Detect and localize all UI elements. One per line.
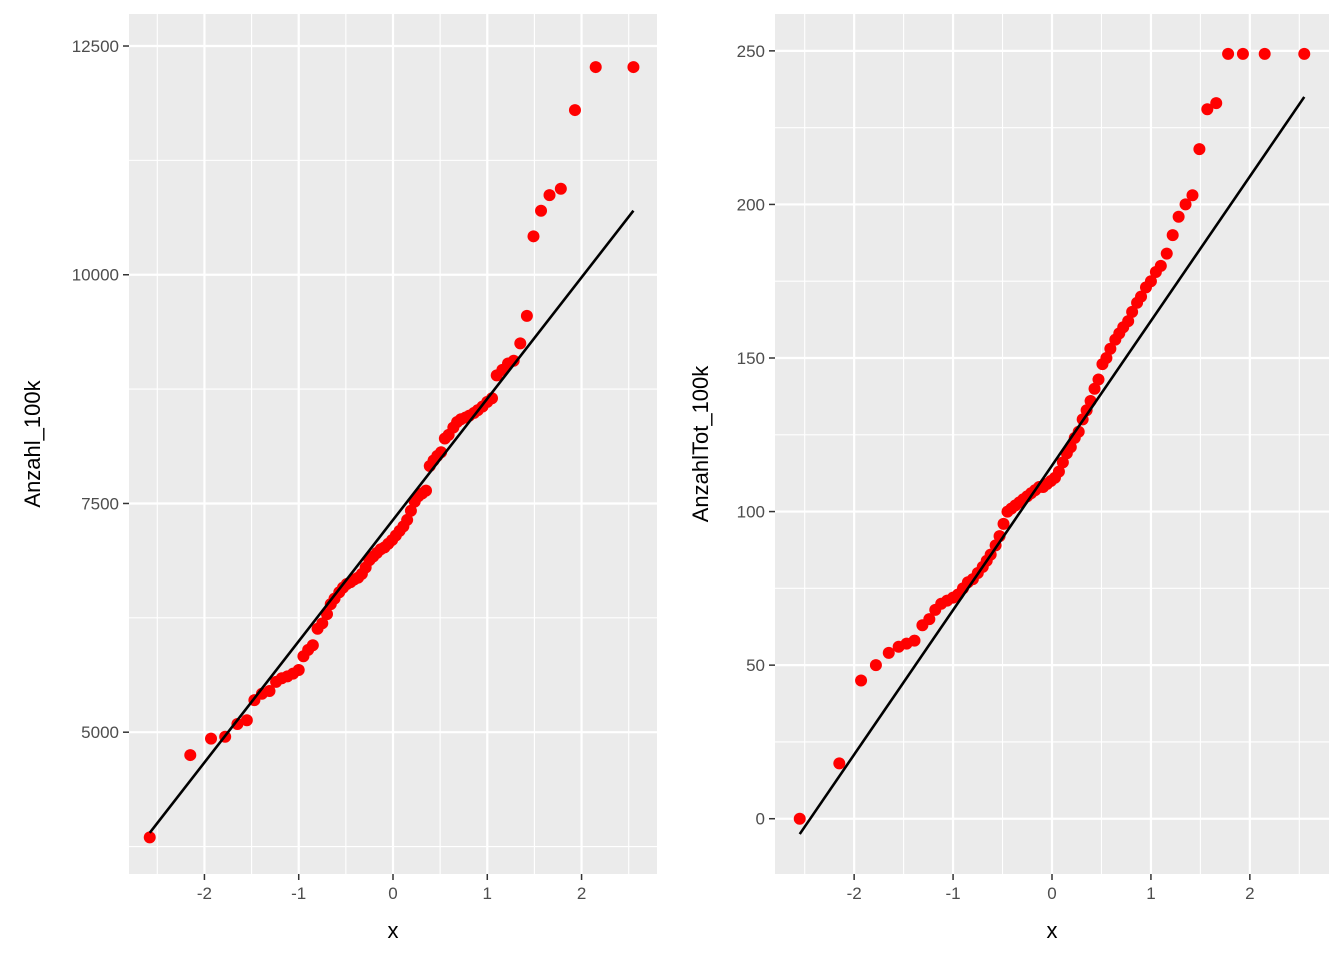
qq-point	[1172, 210, 1185, 223]
qq-point	[855, 674, 868, 687]
x-tick-label: 2	[1245, 884, 1254, 903]
qq-point	[1104, 342, 1117, 355]
x-tick-label: 0	[388, 884, 397, 903]
qq-point	[908, 634, 921, 647]
qq-point	[1052, 465, 1065, 478]
x-tick-label: 0	[1047, 884, 1056, 903]
x-tick-label: -1	[946, 884, 961, 903]
y-tick-label: 200	[737, 195, 765, 214]
qq-point	[1092, 373, 1105, 386]
qq-point	[923, 613, 936, 626]
qq-point	[143, 831, 156, 844]
qq-point	[514, 337, 527, 350]
qq-point	[1144, 275, 1157, 288]
qq-point	[589, 61, 602, 74]
qq-point	[882, 646, 895, 659]
x-axis-title: x	[1047, 918, 1058, 943]
qq-reference-line	[148, 209, 635, 834]
qq-point	[507, 354, 520, 367]
qq-point	[1298, 47, 1311, 60]
qq-point	[1080, 404, 1093, 417]
qq-point	[997, 517, 1010, 530]
y-tick-label: 7500	[81, 494, 119, 513]
qq-point	[1186, 189, 1199, 202]
qq-point	[1193, 143, 1206, 156]
qq-point	[869, 659, 882, 672]
y-tick-label: 250	[737, 42, 765, 61]
x-tick-label: 1	[1146, 884, 1155, 903]
qq-point	[292, 663, 305, 676]
qq-point	[184, 749, 197, 762]
qq-point	[1154, 259, 1167, 272]
qq-point	[321, 608, 333, 621]
qq-point	[543, 189, 556, 202]
x-tick-label: -1	[291, 884, 306, 903]
qq-point	[1122, 315, 1135, 328]
qq-point	[420, 484, 432, 497]
qq-point	[1056, 456, 1069, 469]
y-tick-label: 100	[737, 503, 765, 522]
qq-point	[1135, 290, 1148, 303]
y-tick-label: 12500	[72, 37, 119, 56]
qq-plot-anzahl-100k: -2 -1 0 1 2 5000 7500 10000 12500 x Anzahl_100k	[20, 14, 657, 943]
qq-point	[1258, 47, 1271, 60]
y-tick-label: 10000	[72, 266, 119, 285]
qq-point	[1222, 47, 1235, 60]
qq-point	[1210, 97, 1223, 110]
x-axis-title: x	[388, 918, 399, 943]
y-axis-title: Anzahl_100k	[20, 379, 45, 507]
qq-point	[833, 757, 846, 770]
qq-point	[306, 639, 319, 652]
qq-point	[231, 717, 244, 730]
qq-point	[568, 104, 581, 117]
qq-point	[527, 230, 540, 243]
qq-point	[316, 617, 329, 630]
y-axis-title: AnzahlTot_100k	[688, 365, 713, 523]
qq-point	[1160, 247, 1173, 260]
x-tick-label: 1	[483, 884, 492, 903]
y-tick-label: 0	[756, 810, 765, 829]
qq-point	[554, 182, 567, 195]
qq-plot-anzahltot-100k: -2 -1 0 1 2 0 50 100 150 200 250 x AnzahlTot_100k	[688, 14, 1329, 943]
y-tick-label: 50	[746, 656, 765, 675]
qq-point	[401, 513, 414, 526]
qq-point	[1179, 198, 1192, 211]
qq-point	[404, 504, 417, 517]
y-tick-label: 150	[737, 349, 765, 368]
qq-point	[793, 812, 806, 825]
qq-point	[205, 732, 218, 745]
qq-point	[1126, 305, 1139, 318]
qq-reference-line	[798, 96, 1306, 835]
qq-point	[240, 714, 253, 727]
qq-point	[1100, 352, 1113, 364]
x-tick-label: -2	[197, 884, 212, 903]
qq-point	[263, 685, 276, 698]
qq-point	[1166, 229, 1179, 242]
qq-point	[1236, 47, 1249, 60]
qq-point	[1201, 103, 1214, 116]
qq-point	[520, 309, 533, 322]
qq-point	[1088, 382, 1101, 395]
x-tick-label: -2	[847, 884, 862, 903]
qq-point	[535, 204, 548, 217]
qq-point	[627, 61, 640, 74]
x-tick-label: 2	[577, 884, 586, 903]
y-tick-label: 5000	[81, 723, 119, 742]
